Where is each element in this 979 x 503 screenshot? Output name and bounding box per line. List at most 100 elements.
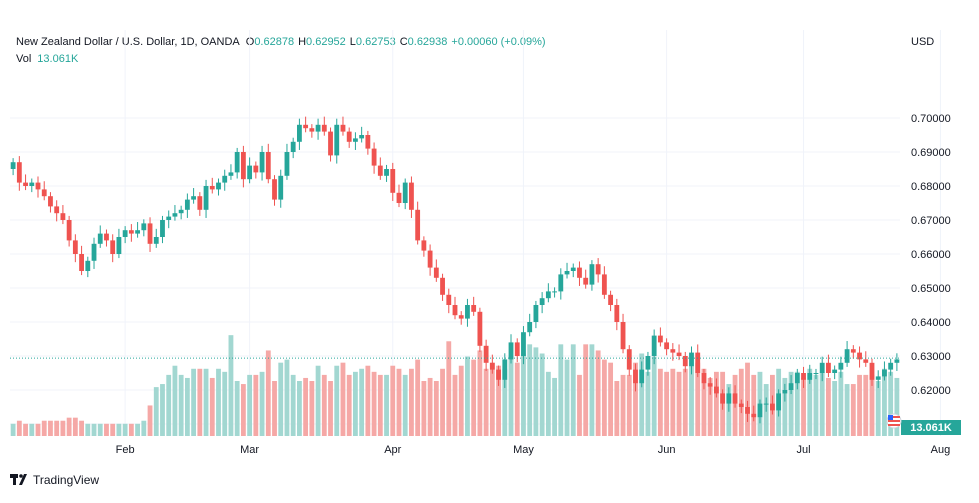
volume-bar bbox=[826, 377, 831, 436]
volume-bar bbox=[402, 374, 408, 436]
volume-bar bbox=[128, 423, 134, 436]
candle-body bbox=[471, 305, 477, 312]
candle-body bbox=[570, 267, 576, 271]
candle-body bbox=[707, 383, 713, 387]
candle-body bbox=[222, 175, 228, 183]
volume-bar bbox=[552, 377, 557, 436]
volume-readout: 13.061K bbox=[910, 422, 952, 434]
candle-body bbox=[10, 162, 16, 169]
candle-body bbox=[514, 342, 520, 356]
candle-body bbox=[440, 277, 445, 295]
volume-bar bbox=[807, 368, 813, 436]
volume-bars bbox=[10, 335, 900, 436]
candle-body bbox=[521, 332, 526, 356]
candle-body bbox=[794, 373, 800, 384]
volume-bar bbox=[670, 368, 676, 436]
volume-bar bbox=[272, 381, 277, 436]
candle-body bbox=[209, 186, 215, 190]
volume-bar bbox=[446, 341, 452, 436]
candle-body bbox=[651, 335, 657, 356]
volume-bar bbox=[427, 377, 433, 436]
candle-body bbox=[234, 152, 240, 173]
candle-body bbox=[110, 240, 116, 254]
candle-body bbox=[396, 192, 402, 203]
candle-body bbox=[409, 182, 414, 210]
volume-bar bbox=[471, 359, 477, 436]
candle-body bbox=[745, 407, 750, 414]
volume-bar bbox=[253, 374, 259, 436]
time-tick-label: May bbox=[513, 444, 534, 456]
candle-body bbox=[782, 390, 788, 394]
volume-bar bbox=[284, 359, 290, 436]
volume-bar bbox=[645, 371, 651, 436]
candle-body bbox=[857, 352, 862, 360]
candle-body bbox=[290, 141, 296, 152]
volume-bar bbox=[409, 368, 414, 436]
candle-body bbox=[309, 128, 315, 132]
volume-bar bbox=[209, 377, 215, 436]
candle-body bbox=[558, 274, 564, 292]
volume-bar bbox=[72, 417, 78, 436]
us-flag-icon bbox=[886, 413, 902, 429]
volume-bar bbox=[458, 365, 464, 436]
volume-bar bbox=[377, 374, 383, 436]
volume-bar bbox=[614, 381, 620, 436]
volume-bar bbox=[620, 374, 626, 436]
volume-bar bbox=[664, 371, 670, 436]
candle-body bbox=[334, 124, 340, 156]
candle-body bbox=[676, 352, 682, 356]
tradingview-logo[interactable]: TradingView bbox=[10, 473, 99, 487]
candle-body bbox=[160, 220, 165, 237]
volume-bar bbox=[328, 381, 333, 436]
volume-bar bbox=[197, 368, 203, 436]
volume-bar bbox=[676, 371, 682, 436]
candle-body bbox=[608, 294, 614, 305]
volume-bar bbox=[359, 368, 365, 436]
volume-bar bbox=[838, 371, 844, 436]
candle-body bbox=[589, 264, 595, 285]
volume-bar bbox=[23, 423, 28, 436]
time-tick-label: Jun bbox=[658, 444, 676, 456]
volume-bar bbox=[813, 374, 819, 436]
candle-body bbox=[328, 131, 333, 156]
volume-bar bbox=[832, 381, 838, 436]
candle-body bbox=[166, 216, 172, 220]
volume-bar bbox=[869, 374, 875, 436]
candle-body bbox=[184, 199, 190, 210]
volume-bar bbox=[97, 423, 103, 436]
volume-bar bbox=[577, 374, 582, 436]
candle-body bbox=[620, 322, 626, 350]
volume-bar bbox=[875, 381, 881, 436]
price-tick-label: 0.69000 bbox=[911, 147, 951, 159]
volume-bar bbox=[745, 362, 750, 436]
volume-bar bbox=[346, 374, 352, 436]
candle-body bbox=[259, 152, 265, 173]
candle-body bbox=[738, 403, 744, 407]
volume-bar bbox=[850, 384, 856, 436]
volume-bar bbox=[278, 362, 284, 436]
candle-body bbox=[340, 124, 346, 132]
candle-body bbox=[240, 152, 246, 180]
candle-body bbox=[577, 267, 582, 278]
candle-body bbox=[757, 403, 763, 418]
candle-body bbox=[402, 182, 408, 203]
candle-body bbox=[801, 373, 806, 380]
price-axis[interactable]: 0.70000 0.69000 0.68000 0.67000 0.66000 0.650… bbox=[911, 113, 951, 431]
volume-bar bbox=[16, 420, 22, 436]
time-axis[interactable]: Feb Mar Apr May Jun Jul Aug bbox=[116, 444, 951, 456]
candle-body bbox=[48, 196, 53, 207]
volume-bar bbox=[626, 374, 632, 436]
candle-body bbox=[97, 233, 103, 244]
volume-bar bbox=[695, 362, 701, 436]
volume-bar bbox=[788, 371, 794, 436]
volume-bar bbox=[48, 420, 53, 436]
volume-bar bbox=[657, 368, 663, 436]
candle-body bbox=[321, 124, 327, 132]
price-tick-label: 0.65000 bbox=[911, 283, 951, 295]
candle-body bbox=[626, 349, 632, 370]
candle-body bbox=[670, 349, 676, 353]
candle-body bbox=[483, 345, 489, 363]
candle-body bbox=[633, 369, 638, 384]
volume-bar bbox=[334, 365, 340, 436]
